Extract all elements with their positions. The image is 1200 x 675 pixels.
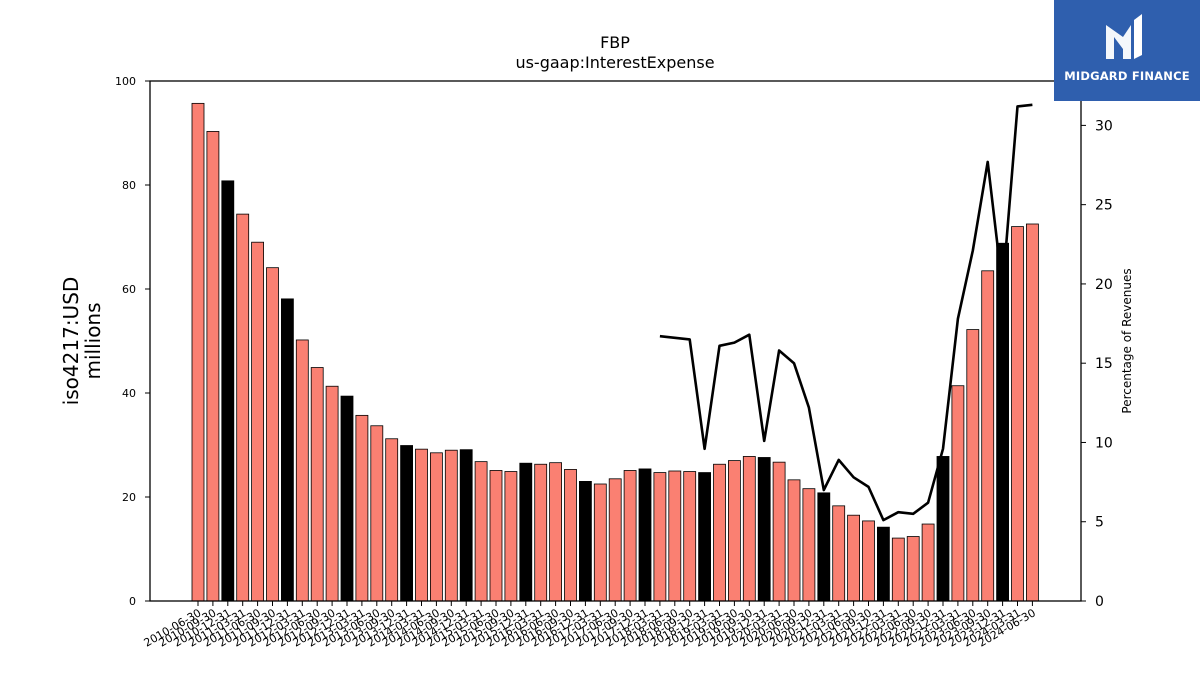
bar bbox=[713, 463, 726, 602]
y2-tick-label: 25 bbox=[1095, 198, 1113, 214]
line-layer bbox=[659, 103, 1033, 522]
bar bbox=[325, 385, 339, 602]
bar bbox=[489, 470, 503, 602]
bar bbox=[638, 468, 652, 602]
chart-subtitle: us-gaap:InterestExpense bbox=[515, 53, 714, 72]
bar bbox=[996, 242, 1009, 602]
bar bbox=[236, 213, 250, 602]
y-axis-label-units: millions bbox=[81, 302, 105, 379]
bar bbox=[817, 492, 831, 602]
bar bbox=[921, 523, 935, 602]
bar bbox=[206, 131, 220, 602]
bar bbox=[742, 456, 756, 602]
bar bbox=[593, 483, 607, 602]
y-tick-label: 0 bbox=[129, 595, 136, 608]
y-tick-label: 100 bbox=[115, 75, 136, 88]
logo-text: MIDGARD FINANCE bbox=[1064, 69, 1190, 83]
bar bbox=[891, 537, 905, 602]
bar bbox=[847, 514, 860, 602]
bar bbox=[832, 505, 846, 602]
y2-tick-label: 15 bbox=[1095, 356, 1113, 372]
bar bbox=[415, 448, 428, 602]
y-tick-label: 40 bbox=[122, 387, 136, 400]
y-tick-label: 80 bbox=[122, 179, 136, 192]
y2-axis-label: Percentage of Revenues bbox=[1120, 268, 1134, 413]
bar bbox=[474, 461, 488, 602]
bar bbox=[266, 267, 279, 602]
bar bbox=[698, 472, 711, 602]
chart-title: FBP bbox=[600, 33, 630, 52]
bar bbox=[400, 445, 414, 602]
bar bbox=[1011, 226, 1024, 602]
bar bbox=[385, 438, 399, 602]
bar bbox=[310, 367, 324, 602]
bar bbox=[862, 520, 875, 602]
y-axis-left: 0 20 40 60 80 100 bbox=[115, 75, 150, 608]
bar bbox=[519, 462, 533, 602]
bar bbox=[981, 270, 995, 602]
bar bbox=[444, 449, 458, 602]
bar bbox=[757, 457, 771, 602]
y-tick-label: 60 bbox=[122, 283, 136, 296]
bar bbox=[787, 479, 801, 602]
bar bbox=[906, 536, 920, 602]
bar bbox=[355, 414, 369, 602]
x-axis: 2010-06-302010-09-302010-12-312011-03-31… bbox=[142, 601, 1038, 650]
bar bbox=[683, 471, 697, 602]
bar bbox=[668, 470, 682, 602]
y-axis-right: 0 5 10 15 20 25 30 bbox=[1081, 118, 1113, 610]
bar bbox=[579, 480, 592, 602]
bar bbox=[504, 471, 518, 602]
bar bbox=[340, 395, 354, 602]
y-tick-label: 20 bbox=[122, 491, 136, 504]
y2-tick-label: 30 bbox=[1095, 118, 1113, 134]
bar bbox=[951, 385, 965, 602]
bar bbox=[608, 478, 622, 602]
bar bbox=[653, 472, 667, 602]
midgard-finance-logo: MIDGARD FINANCE bbox=[1054, 0, 1200, 101]
bar bbox=[429, 452, 443, 602]
y2-tick-label: 5 bbox=[1095, 515, 1104, 531]
bar bbox=[370, 425, 384, 602]
percentage-line bbox=[659, 103, 1033, 522]
bar bbox=[623, 470, 637, 602]
bar bbox=[534, 463, 548, 602]
bar bbox=[295, 339, 309, 602]
y2-tick-label: 10 bbox=[1095, 435, 1113, 451]
bar bbox=[1026, 223, 1039, 602]
bar bbox=[459, 449, 473, 602]
bar bbox=[802, 488, 816, 602]
bar bbox=[564, 469, 577, 602]
bar bbox=[936, 456, 950, 602]
bar bbox=[280, 298, 294, 602]
bar bbox=[251, 241, 265, 602]
bar bbox=[191, 102, 205, 602]
logo-mark-icon bbox=[1106, 14, 1142, 59]
bar bbox=[221, 180, 235, 602]
bar bbox=[877, 526, 890, 602]
bars-group bbox=[191, 102, 1039, 602]
y2-tick-label: 0 bbox=[1095, 594, 1104, 610]
y2-tick-label: 20 bbox=[1095, 277, 1113, 293]
bar bbox=[549, 462, 562, 602]
bar bbox=[966, 329, 980, 602]
y-axis-label: iso4217:USD bbox=[59, 277, 83, 406]
bar bbox=[728, 460, 741, 602]
bar bbox=[772, 461, 786, 602]
